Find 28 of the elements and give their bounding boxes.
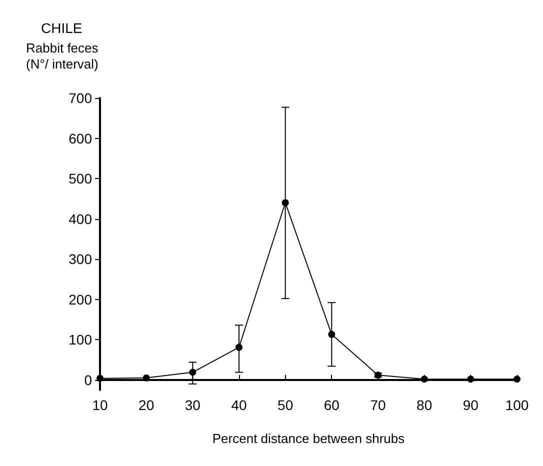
y-tick-label: 200	[68, 291, 92, 308]
point	[189, 368, 196, 376]
x-axis-title: Percent distance between shrubs	[212, 431, 406, 446]
point	[328, 330, 336, 338]
x-tick-label: 90	[462, 397, 479, 413]
y-tick-label: 300	[68, 251, 92, 268]
y-axis-title: Rabbit feces (N°/ interval)	[26, 40, 99, 72]
chart-title: CHILE	[41, 20, 82, 36]
x-tick-label: 20	[138, 397, 154, 413]
point	[420, 376, 428, 383]
x-tick-label: 70	[370, 397, 386, 413]
x-tick-label: 10	[92, 397, 108, 413]
x-tick-label: 30	[184, 397, 201, 413]
y-tick-label: 500	[68, 170, 92, 187]
y-tick-label: 100	[68, 332, 92, 348]
y-tick-label: 700	[68, 90, 92, 106]
point	[142, 374, 150, 382]
x-tick-label: 80	[416, 397, 432, 413]
point	[282, 199, 289, 206]
point	[467, 376, 474, 383]
y-tick-label: 600	[68, 130, 92, 146]
y-tick-label: 0	[84, 372, 92, 388]
x-tick-label: 100	[505, 397, 529, 413]
x-tick-label: 40	[231, 397, 247, 413]
x-tick-label: 60	[324, 397, 340, 413]
point	[236, 344, 242, 351]
x-tick-label: 50	[278, 397, 294, 413]
y-tick-label: 400	[68, 210, 92, 227]
